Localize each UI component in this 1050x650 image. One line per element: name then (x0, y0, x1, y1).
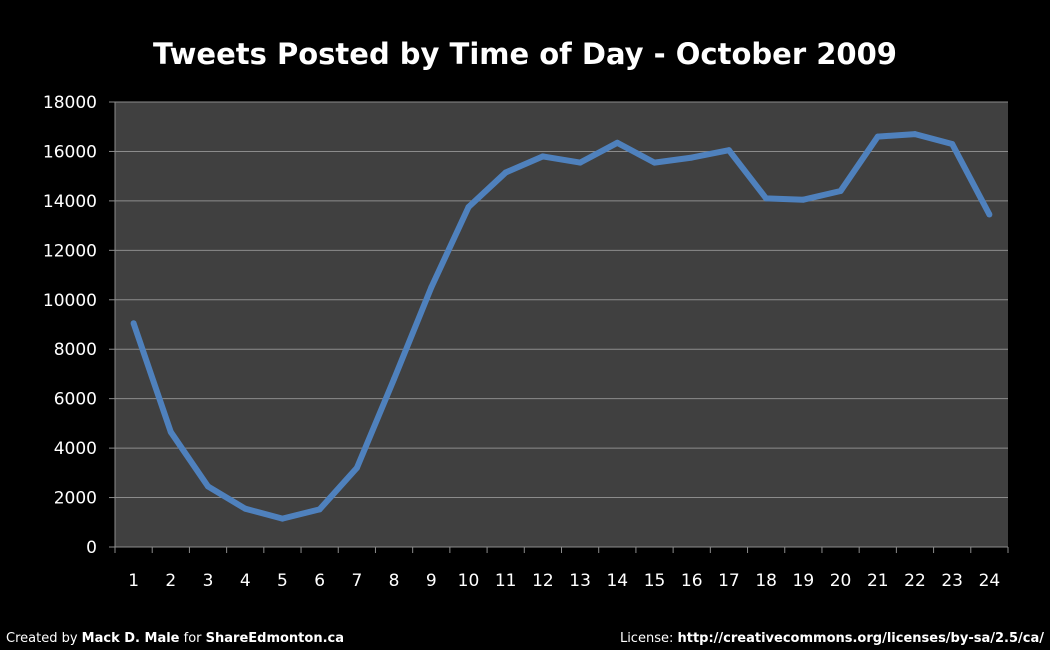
y-tick-label: 16000 (43, 142, 97, 162)
credit-for: for (179, 631, 206, 646)
axes (109, 101, 1009, 553)
x-tick-label: 12 (532, 571, 554, 591)
x-tick-label: 16 (681, 571, 703, 591)
data-point (130, 320, 137, 327)
x-tick-label: 11 (495, 571, 517, 591)
series-line (130, 131, 993, 522)
data-point (502, 169, 509, 176)
author-name: Mack D. Male (81, 631, 180, 646)
x-tick-label: 20 (830, 571, 852, 591)
chart-title: Tweets Posted by Time of Day - October 2… (153, 37, 897, 71)
data-point (837, 188, 844, 194)
x-tick-label: 5 (277, 571, 288, 591)
x-tick-label: 23 (941, 571, 963, 591)
x-tick-label: 2 (165, 571, 176, 591)
credit-prefix: Created by (6, 631, 82, 646)
data-point (725, 147, 732, 154)
data-point (539, 153, 546, 160)
footer-license: License: http://creativecommons.org/lice… (620, 631, 1044, 646)
data-point (874, 133, 881, 140)
data-point (614, 139, 621, 146)
series-group (130, 131, 993, 522)
data-point (279, 515, 286, 522)
x-tick-label: 17 (718, 571, 740, 591)
x-tick-label: 9 (426, 571, 437, 591)
x-tick-label: 4 (240, 571, 251, 591)
y-axis-tick-labels: 0 2000 4000 6000 8000 10000 12000 14000 16000 180… (43, 93, 97, 558)
y-tick-label: 18000 (43, 93, 97, 113)
data-point (465, 204, 472, 211)
x-axis-tick-labels: 1 2 3 4 5 6 7 8 9 10 11 12 13 14 15 16 17 18 19 20 21 22 23 24 (128, 571, 1000, 591)
x-tick-label: 3 (203, 571, 214, 591)
license-url: http://creativecommons.org/licenses/by-s… (677, 631, 1044, 646)
data-point (577, 159, 584, 166)
line-chart: Tweets Posted by Time of Day - October 2… (43, 37, 1009, 591)
data-point (205, 483, 212, 490)
site-name: ShareEdmonton.ca (205, 631, 344, 646)
x-tick-label: 7 (351, 571, 362, 591)
y-tick-label: 6000 (54, 390, 97, 410)
data-point (167, 429, 174, 436)
gridlines (115, 101, 1008, 499)
plot-area (115, 102, 1008, 547)
x-tick-label: 24 (979, 571, 1001, 591)
y-tick-label: 2000 (54, 489, 97, 509)
x-tick-label: 21 (867, 571, 889, 591)
x-tick-label: 8 (389, 571, 400, 591)
data-point (949, 141, 956, 148)
data-point (651, 159, 658, 166)
x-tick-label: 22 (904, 571, 926, 591)
license-label: License: (619, 631, 678, 646)
data-point (316, 506, 323, 513)
y-tick-label: 8000 (54, 340, 97, 360)
data-point (986, 211, 993, 218)
footer-credit: Created by Mack D. Male for ShareEdmonto… (6, 631, 344, 646)
data-point (391, 375, 398, 382)
data-point (428, 284, 435, 291)
x-tick-label: 6 (314, 571, 325, 591)
x-tick-label: 10 (458, 571, 480, 591)
x-tick-label: 14 (606, 571, 628, 591)
data-point (688, 154, 695, 161)
y-tick-label: 0 (86, 538, 97, 558)
x-tick-label: 1 (128, 571, 139, 591)
data-point (242, 505, 249, 512)
data-point (353, 464, 360, 471)
x-tick-label: 19 (793, 571, 815, 591)
y-tick-label: 4000 (54, 439, 97, 459)
y-tick-label: 12000 (43, 241, 97, 261)
data-point (763, 195, 770, 202)
x-tick-label: 13 (569, 571, 591, 591)
x-tick-label: 15 (644, 571, 666, 591)
y-tick-label: 14000 (43, 192, 97, 212)
x-tick-label: 18 (755, 571, 777, 591)
y-tick-label: 10000 (43, 291, 97, 311)
data-point (911, 131, 918, 138)
data-point (800, 196, 807, 203)
